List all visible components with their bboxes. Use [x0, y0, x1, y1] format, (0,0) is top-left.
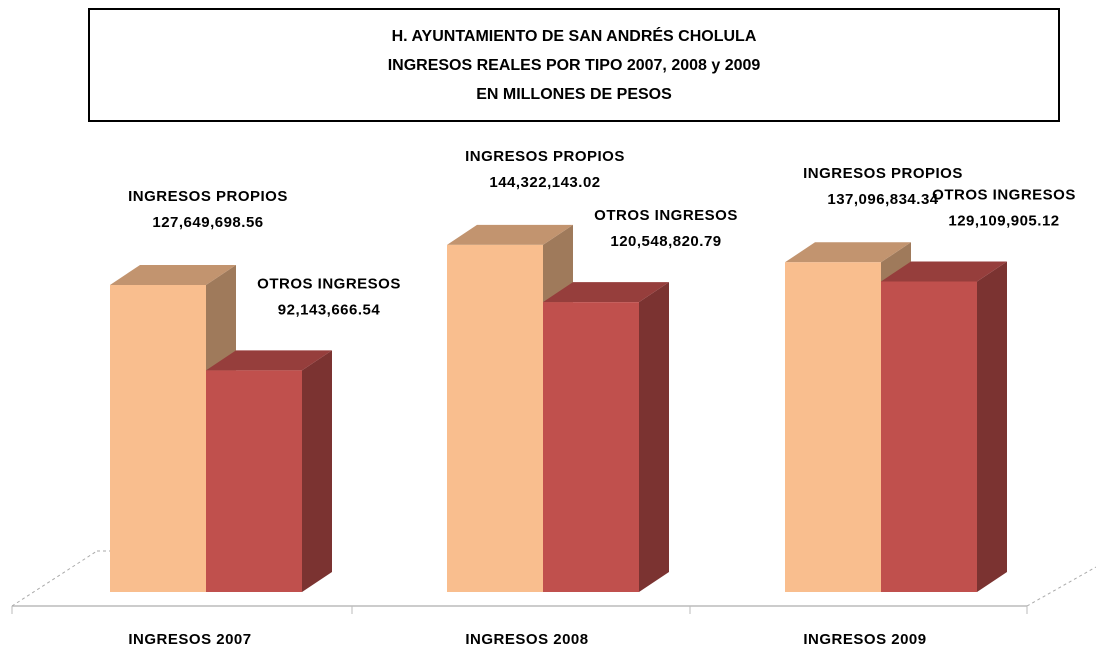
- chart-title: H. AYUNTAMIENTO DE SAN ANDRÉS CHOLULA: [392, 26, 757, 45]
- bar-front: [206, 370, 302, 592]
- data-label-name: OTROS INGRESOS: [932, 186, 1076, 203]
- data-label: 129,109,905.12: [948, 212, 1059, 229]
- bar-front: [881, 281, 977, 592]
- bar-side: [977, 261, 1007, 592]
- x-tick-label: INGRESOS 2008: [465, 631, 588, 648]
- bar: [206, 350, 332, 592]
- data-label: 144,322,143.02: [489, 174, 600, 191]
- x-tick-label: INGRESOS 2009: [803, 631, 926, 648]
- bar: [881, 261, 1007, 592]
- chart-title: INGRESOS REALES POR TIPO 2007, 2008 y 20…: [388, 57, 761, 74]
- bar-top: [110, 265, 236, 286]
- data-label-name: INGRESOS PROPIOS: [465, 148, 625, 165]
- data-label: 120,548,820.79: [610, 233, 721, 250]
- chart-title: EN MILLONES DE PESOS: [476, 86, 672, 103]
- bar-top: [543, 282, 669, 303]
- bar-front: [447, 244, 543, 593]
- bar-front: [110, 285, 206, 592]
- data-label-name: OTROS INGRESOS: [594, 207, 738, 224]
- bar: [543, 282, 669, 592]
- bar-front: [785, 262, 881, 592]
- bar-top: [206, 350, 332, 371]
- data-label-name: OTROS INGRESOS: [257, 275, 401, 292]
- bar-top: [881, 261, 1007, 282]
- floor-edge: [11, 550, 98, 607]
- data-label: 92,143,666.54: [278, 301, 381, 318]
- data-label-name: INGRESOS PROPIOS: [128, 188, 288, 205]
- title-box: [88, 8, 1060, 122]
- data-label: 137,096,834.34: [827, 191, 938, 208]
- bar-front: [543, 302, 639, 592]
- bar-side: [639, 282, 669, 592]
- bar-top: [785, 242, 911, 263]
- data-label: 127,649,698.56: [152, 214, 263, 231]
- bar-side: [302, 350, 332, 592]
- bar-top: [447, 224, 573, 245]
- data-label-name: INGRESOS PROPIOS: [803, 165, 963, 182]
- x-tick-label: INGRESOS 2007: [128, 631, 251, 648]
- floor-edge: [1026, 566, 1096, 607]
